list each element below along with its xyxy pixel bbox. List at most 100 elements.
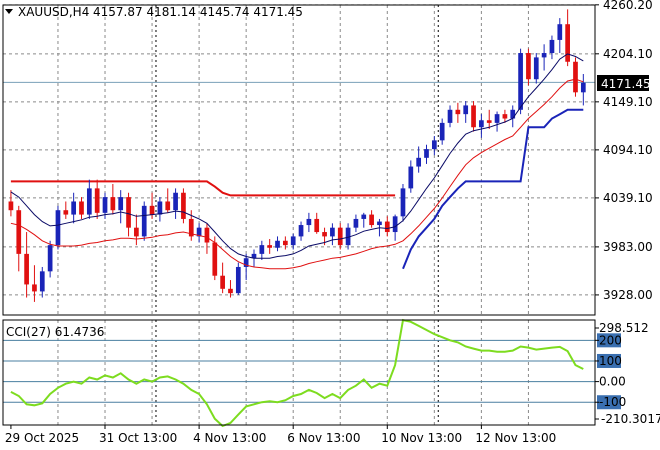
candle-body bbox=[337, 227, 343, 246]
candle-body bbox=[384, 221, 390, 233]
cci-line bbox=[10, 318, 584, 428]
y-tick-label: 4204.10 bbox=[603, 47, 653, 61]
y-tick-label: 4149.10 bbox=[603, 95, 653, 109]
x-tick-label: 6 Nov 13:00 bbox=[287, 431, 360, 445]
candle-body bbox=[502, 114, 508, 119]
candle-body bbox=[447, 109, 453, 123]
candle-body bbox=[118, 197, 124, 211]
candle-body bbox=[79, 201, 84, 215]
candle-body bbox=[455, 109, 461, 115]
price-axis: 4260.20 4204.10 4149.10 4094.10 4039.10 3983.… bbox=[595, 0, 653, 302]
candle-body bbox=[330, 227, 335, 237]
candle-body bbox=[416, 157, 422, 167]
price-pane-border bbox=[2, 4, 596, 316]
ma-fast-line bbox=[10, 53, 584, 259]
candle-body bbox=[518, 53, 523, 110]
cci-pane-border bbox=[2, 319, 596, 426]
x-tick-label: 4 Nov 13:00 bbox=[193, 431, 266, 445]
candle-body bbox=[220, 275, 225, 289]
candle-body bbox=[298, 225, 304, 237]
candle-body bbox=[134, 227, 139, 237]
candle-body bbox=[181, 192, 186, 219]
candle-body bbox=[24, 253, 29, 285]
cci-level-label: 298.512 bbox=[599, 321, 649, 335]
candle-body bbox=[94, 188, 100, 213]
y-tick-label: 3983.00 bbox=[603, 240, 653, 254]
candle-body bbox=[424, 149, 429, 158]
cci-level-lines bbox=[3, 339, 595, 403]
cci-level-label: 100 bbox=[599, 354, 622, 368]
candle-body bbox=[251, 253, 257, 259]
stop-bull-line bbox=[402, 108, 584, 270]
candle-body bbox=[173, 192, 178, 211]
trailing-stop-lines bbox=[10, 108, 584, 270]
candle-body bbox=[314, 218, 320, 233]
candle-body bbox=[510, 109, 516, 119]
candle-body bbox=[71, 201, 77, 215]
candle-body bbox=[345, 227, 351, 246]
candle-body bbox=[439, 122, 445, 141]
candle-body bbox=[267, 245, 273, 248]
moving-averages bbox=[10, 53, 584, 270]
cci-level-label: 0.00 bbox=[599, 375, 626, 389]
candle-body bbox=[565, 24, 570, 62]
candle-body bbox=[526, 53, 531, 80]
candle-body bbox=[533, 57, 539, 80]
candle-body bbox=[228, 288, 233, 294]
cci-level-label: -210.3017 bbox=[601, 412, 660, 426]
candle-body bbox=[580, 82, 586, 93]
candle-body bbox=[126, 197, 131, 228]
candle-body bbox=[361, 214, 367, 219]
candle-body bbox=[541, 53, 547, 58]
cci-level-tag bbox=[597, 333, 621, 348]
candle-body bbox=[573, 61, 578, 93]
x-tick-label: 31 Oct 13:00 bbox=[99, 431, 177, 445]
candle-body bbox=[110, 197, 116, 211]
candle-body bbox=[16, 210, 22, 254]
candle-body bbox=[102, 197, 108, 213]
y-tick-label: 3928.00 bbox=[603, 288, 653, 302]
candle-body bbox=[243, 258, 249, 267]
candle-body bbox=[235, 266, 241, 294]
candle-body bbox=[55, 210, 61, 246]
candle-body bbox=[408, 166, 414, 189]
cci-label: CCI(27) 61.4736 bbox=[6, 325, 104, 339]
candle-body bbox=[369, 214, 374, 226]
candle-body bbox=[165, 201, 171, 211]
candle-body bbox=[283, 240, 288, 246]
candle-body bbox=[290, 236, 296, 246]
candle-body bbox=[141, 205, 147, 237]
candle-body bbox=[353, 218, 359, 228]
candle-body bbox=[471, 105, 476, 128]
candle-body bbox=[306, 218, 312, 226]
candle-body bbox=[463, 105, 469, 115]
header: XAUUSD,H4 4157.87 4181.14 4145.74 4171.4… bbox=[5, 5, 303, 19]
y-tick-label: 4094.10 bbox=[603, 143, 653, 157]
candle-body bbox=[431, 140, 437, 150]
candle-body bbox=[149, 205, 155, 215]
candle-body bbox=[32, 284, 37, 292]
x-tick-label: 29 Oct 2025 bbox=[5, 431, 79, 445]
cci-level-tag bbox=[597, 395, 621, 410]
candle-body bbox=[39, 271, 45, 292]
time-axis: 29 Oct 2025 31 Oct 13:00 4 Nov 13:00 6 Nov … bbox=[5, 425, 556, 445]
candles bbox=[8, 9, 586, 302]
cci-level-tag bbox=[597, 353, 621, 368]
candle-body bbox=[196, 227, 202, 237]
cci-series-line bbox=[10, 318, 584, 428]
ma-slow-line bbox=[10, 78, 584, 270]
symbol-label: XAUUSD,H4 bbox=[18, 5, 89, 19]
ohlc-readout: 4157.87 4181.14 4145.74 4171.45 bbox=[93, 5, 303, 19]
candle-body bbox=[275, 240, 280, 248]
candle-body bbox=[322, 232, 327, 237]
collapse-triangle-icon[interactable] bbox=[5, 9, 13, 14]
candle-body bbox=[400, 188, 406, 217]
candle-body bbox=[188, 218, 194, 237]
cci-level-label: 200 bbox=[599, 333, 622, 347]
candle-body bbox=[86, 188, 92, 215]
candle-body bbox=[494, 114, 500, 123]
candle-body bbox=[47, 245, 53, 272]
plot-frame bbox=[2, 4, 596, 426]
candle-body bbox=[392, 216, 398, 233]
